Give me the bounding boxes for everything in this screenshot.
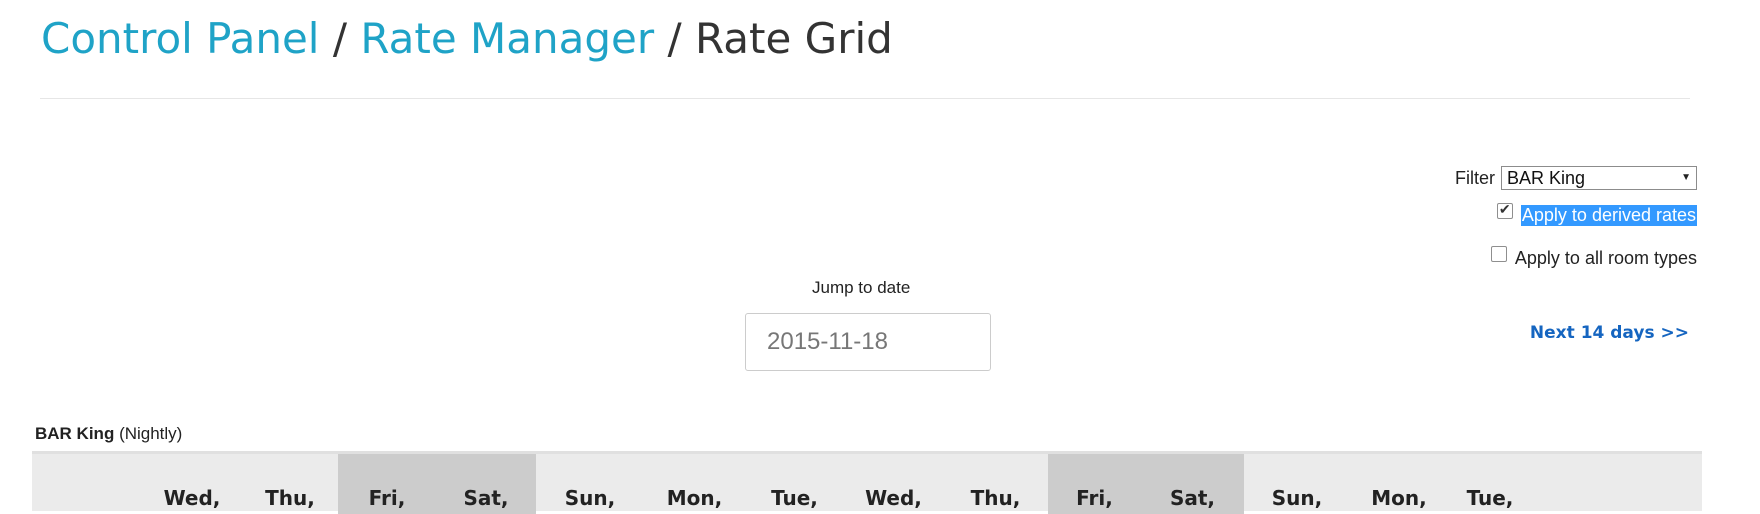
apply-all-room-types-option: Apply to all room types [1490,245,1697,269]
day-column-header: Sun, [564,486,616,510]
breadcrumb-separator: / [667,14,682,63]
apply-all-room-types-checkbox[interactable] [1490,245,1507,262]
rate-type: (Nightly) [119,424,183,443]
day-column-header: Thu, [265,486,315,510]
day-column-header: Tue, [1466,486,1514,510]
filter-row: Filter BAR King ▼ [1455,166,1697,190]
apply-derived-rates-option: Apply to derived rates [1496,201,1697,226]
jump-to-date-input[interactable]: 2015-11-18 [745,313,991,371]
breadcrumb-rate-manager-link[interactable]: Rate Manager [360,14,655,63]
day-column-header: Wed, [163,486,221,510]
header-divider [40,98,1690,99]
apply-derived-rates-checkbox[interactable] [1496,201,1513,219]
rate-grid-header: Wed, Thu, Fri, Sat, Sun, Mon, Tue, Wed, Thu, Fri,… [32,451,1702,514]
apply-derived-rates-label[interactable]: Apply to derived rates [1520,205,1697,226]
day-column-header: Sat, [1141,454,1244,514]
filter-label: Filter [1455,167,1495,188]
filter-select[interactable]: BAR King ▼ [1501,166,1697,190]
filter-selected-value: BAR King [1507,168,1586,188]
day-column-header: Fri, [338,454,436,514]
breadcrumb-control-panel-link[interactable]: Control Panel [41,14,320,63]
grid-caption: BAR King (Nightly) [35,424,182,444]
breadcrumb: Control Panel / Rate Manager / Rate Grid [41,14,893,74]
day-column-header: Thu, [970,486,1021,510]
jump-to-date-label: Jump to date [812,278,911,297]
day-column-header: Mon, [1371,486,1427,510]
day-column-header: Fri, [1048,454,1141,514]
day-column-header: Tue, [771,486,818,510]
day-column-header: Mon, [666,486,723,510]
next-14-days-link[interactable]: Next 14 days >> [1529,323,1689,343]
room-name: BAR King [35,424,115,443]
page-title: Rate Grid [695,14,893,63]
day-column-header: Sat, [436,454,536,514]
breadcrumb-separator: / [332,14,347,63]
apply-all-room-types-label[interactable]: Apply to all room types [1514,248,1697,268]
day-column-header: Wed, [865,486,922,510]
day-column-header: Sun, [1271,486,1323,510]
dropdown-arrow-icon: ▼ [1681,172,1691,183]
